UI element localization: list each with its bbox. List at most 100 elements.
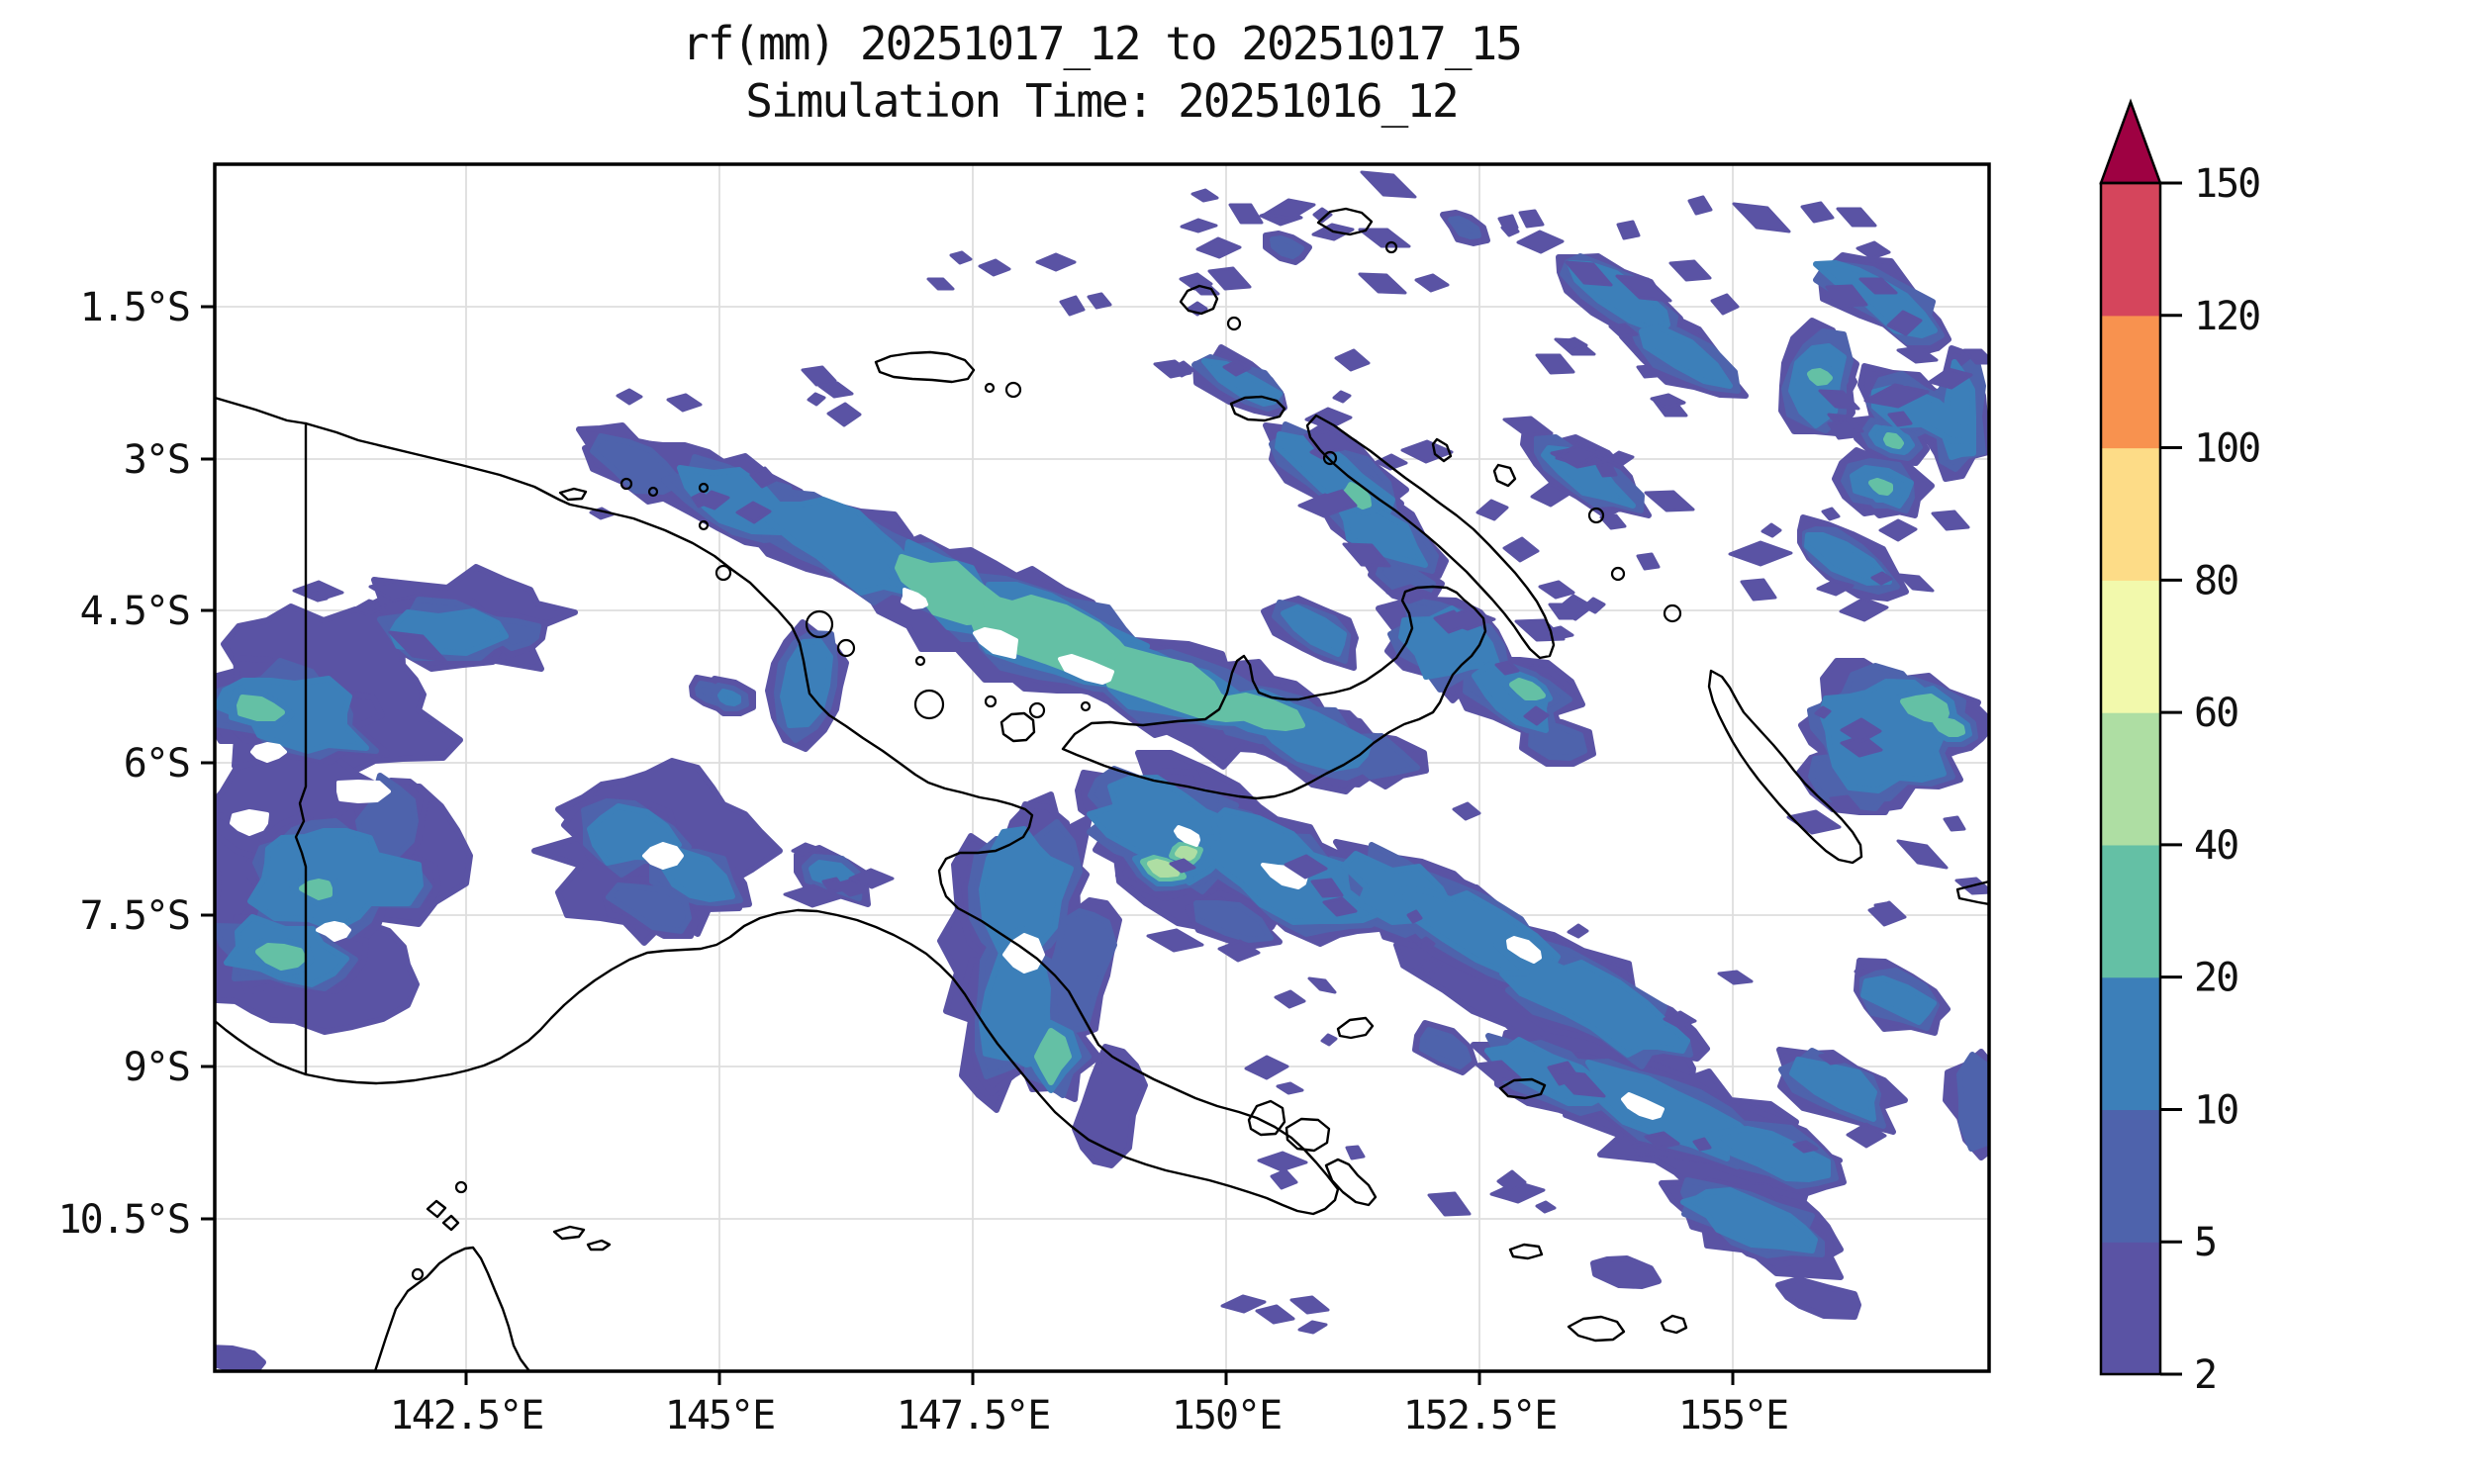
rain-speck [1786, 809, 1842, 835]
rain-region-hole [901, 588, 928, 609]
rain-speck [1567, 923, 1589, 939]
rain-region-b [1804, 532, 1892, 586]
rain-speck [1497, 214, 1519, 232]
rain-speck [1310, 878, 1344, 898]
rain-speck [1416, 956, 1443, 976]
rain-speck [1840, 717, 1882, 744]
rain-speck [1153, 359, 1192, 379]
colorbar-outline [2099, 181, 2162, 1376]
colorbar: 150 120 100 80 60 40 20 10 5 2 [2099, 98, 2261, 1398]
rain-speck [1535, 353, 1575, 375]
rain-speck [1342, 542, 1391, 568]
rain-region-t [1034, 1028, 1072, 1085]
coastline-torres-island-2 [441, 1214, 460, 1232]
rain-speck [1897, 573, 1935, 593]
colorbar-tick-label: 120 [2194, 294, 2259, 339]
map-frame [213, 162, 1991, 1373]
colorbar-tick-label: 5 [2194, 1220, 2216, 1265]
rain-speck [311, 590, 329, 603]
coastline-islet [698, 482, 710, 494]
rain-region-hole [1506, 936, 1542, 964]
rain-speck [1631, 1142, 1656, 1158]
rain-region-hole [1002, 933, 1045, 974]
rain-speck [1863, 383, 1930, 409]
coastline-islet [698, 519, 710, 531]
rain-speck [848, 868, 895, 889]
rain-region-t [1341, 482, 1372, 510]
rain-speck [1943, 815, 1966, 832]
rain-region-b [1639, 324, 1733, 389]
coastline-islet [1587, 507, 1605, 524]
rain-speck [1360, 170, 1417, 199]
rain-speck [1821, 507, 1841, 521]
coastline-islet [914, 655, 926, 667]
rain-speck [1886, 310, 1923, 336]
rain-speck [1427, 1191, 1472, 1217]
coastline-islet [984, 695, 998, 708]
coastline-lihir [1492, 463, 1517, 488]
rain-speck [1605, 450, 1635, 468]
rain-speck [1035, 252, 1077, 272]
rain-region-hole [316, 921, 351, 942]
rain-region-hole [1621, 1092, 1665, 1120]
rain-region-t [895, 554, 1002, 625]
coastline-rossel [1660, 1314, 1688, 1335]
rain-speck [1896, 345, 1939, 364]
rain-speck [978, 258, 1011, 277]
rain-speck [1560, 336, 1588, 352]
y-axis-tick-label: 9°S [124, 1045, 189, 1090]
rain-speck [1825, 284, 1868, 308]
rain-speck [1530, 482, 1571, 508]
rain-speck [1518, 209, 1545, 229]
colorbar-tick-label: 10 [2194, 1087, 2237, 1133]
rain-speck [1289, 1295, 1330, 1315]
rain-speck [1334, 348, 1371, 372]
rain-speck [801, 365, 837, 387]
rain-speck [1255, 1304, 1295, 1325]
rain-speck [1836, 207, 1877, 228]
rain-region-t [237, 695, 285, 721]
axis-ticks [201, 305, 1735, 1385]
rain-speck [817, 381, 854, 399]
rain-speck [1274, 989, 1306, 1009]
coastline-kairiru [558, 487, 588, 502]
colorbar-segment [2101, 1109, 2160, 1243]
coastline-st-matthias-outline [1316, 207, 1374, 236]
rain-region-q [1270, 235, 1304, 259]
coastline-misima [1508, 1243, 1544, 1260]
rain-region-g [1175, 846, 1197, 861]
rain-speck [1228, 203, 1264, 225]
coastline-kiwai-1 [552, 1225, 586, 1241]
rain-speck [1740, 578, 1777, 602]
rain-speck [1710, 293, 1740, 316]
rain-speck [1276, 1081, 1304, 1095]
rain-speck [1760, 522, 1782, 538]
rain-speck [388, 630, 447, 663]
coastline-goodenough [1247, 1099, 1286, 1137]
rain-region-hole [1058, 654, 1114, 685]
coastline-new-hanover [1229, 395, 1286, 422]
coastline-islet [454, 1180, 468, 1194]
rain-region-t [255, 943, 307, 971]
y-axis-tick-label: 4.5°S [80, 589, 189, 634]
rain-speck [1827, 420, 1857, 440]
coastline-islet [913, 689, 945, 720]
colorbar-tick-label: 150 [2194, 161, 2259, 207]
rain-speck [1816, 579, 1855, 597]
rain-speck [1169, 858, 1196, 874]
rain-speck [735, 501, 772, 524]
rain-speck [1599, 513, 1627, 530]
rain-speck [1304, 407, 1353, 430]
x-axis-tick-label: 155°E [1678, 1393, 1787, 1438]
rain-speck [1663, 1010, 1697, 1029]
rain-region-p [1072, 1044, 1148, 1168]
rain-speck [1217, 939, 1261, 963]
colorbar-segment [2101, 183, 2160, 317]
rain-speck [1489, 1180, 1546, 1204]
rain-speck [1595, 462, 1618, 478]
y-axis-tick-label: 7.5°S [80, 893, 189, 939]
rain-speck [353, 599, 387, 615]
rain-region-hole [642, 842, 684, 870]
rain-speck [1502, 536, 1540, 563]
